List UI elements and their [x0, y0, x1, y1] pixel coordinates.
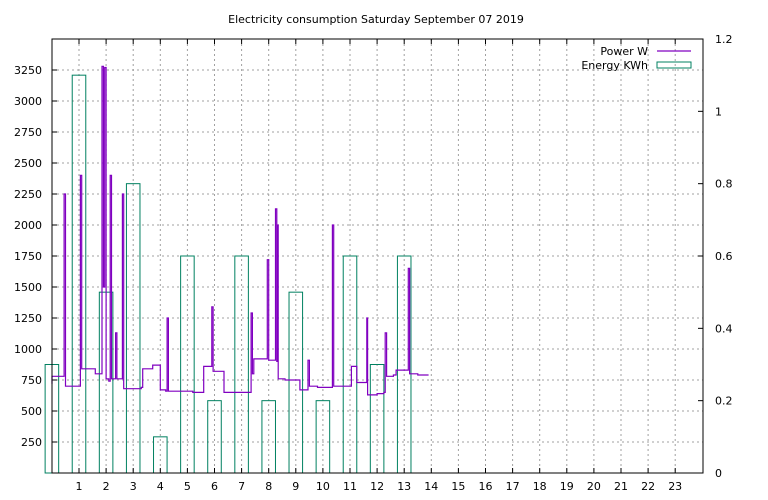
y-tick-label: 500 — [21, 405, 42, 418]
x-tick-label: 7 — [238, 480, 245, 493]
x-tick-label: 2 — [103, 480, 110, 493]
x-tick-label: 19 — [560, 480, 574, 493]
y2-tick-label: 0.2 — [715, 395, 733, 408]
y2-tick-label: 0.8 — [715, 178, 733, 191]
x-tick-label: 12 — [370, 480, 384, 493]
x-tick-label: 16 — [479, 480, 493, 493]
energy-bar — [207, 400, 222, 474]
x-axis: 1 2 3 4 5 6 7 8 9 10 11 12 13 14 15 16 17 18 19 20 21 22 23 — [76, 39, 682, 493]
x-tick-label: 1 — [76, 480, 83, 493]
x-tick-label: 14 — [424, 480, 438, 493]
y2-tick-label: 0.6 — [715, 250, 733, 263]
legend-swatch-energy — [656, 61, 692, 69]
legend-label-energy: Energy KWh — [581, 59, 648, 72]
y-tick-label: 1250 — [14, 312, 42, 325]
x-tick-label: 6 — [211, 480, 218, 493]
energy-bars — [44, 74, 412, 474]
y-tick-label: 250 — [21, 436, 42, 449]
x-tick-label: 23 — [668, 480, 682, 493]
y-tick-label: 3000 — [14, 95, 42, 108]
y2-tick-label: 0.4 — [715, 322, 733, 335]
y-axis-right: 0 0.2 0.4 0.6 0.8 1 1.2 — [698, 33, 733, 480]
chart-title: Electricity consumption Saturday Septemb… — [228, 13, 524, 26]
x-tick-label: 18 — [533, 480, 547, 493]
x-tick-label: 21 — [614, 480, 628, 493]
x-tick-label: 10 — [316, 480, 330, 493]
y-tick-label: 2000 — [14, 219, 42, 232]
y-tick-label: 2500 — [14, 157, 42, 170]
y-tick-label: 750 — [21, 374, 42, 387]
x-tick-label: 11 — [343, 480, 357, 493]
x-tick-label: 5 — [184, 480, 191, 493]
x-tick-label: 13 — [397, 480, 411, 493]
y-tick-label: 2250 — [14, 188, 42, 201]
y-tick-label: 1500 — [14, 281, 42, 294]
x-tick-label: 20 — [587, 480, 601, 493]
y-tick-label: 3250 — [14, 64, 42, 77]
power-series — [51, 65, 429, 396]
y2-tick-label: 1.2 — [715, 33, 733, 46]
energy-bar — [315, 400, 331, 474]
y-tick-label: 1750 — [14, 250, 42, 263]
energy-bar — [261, 400, 276, 474]
x-tick-label: 22 — [641, 480, 655, 493]
y2-tick-label: 0 — [715, 467, 722, 480]
x-tick-label: 9 — [292, 480, 299, 493]
x-tick-label: 17 — [506, 480, 520, 493]
x-tick-label: 15 — [451, 480, 465, 493]
x-tick-label: 4 — [157, 480, 164, 493]
x-tick-label: 3 — [130, 480, 137, 493]
y2-tick-label: 1 — [715, 105, 722, 118]
y-tick-label: 2750 — [14, 126, 42, 139]
y-axis-left: 250 500 750 1000 1250 1500 1750 2000 2250 2500 275… — [14, 64, 57, 449]
x-tick-label: 8 — [265, 480, 272, 493]
grid — [52, 39, 703, 473]
plot-frame — [51, 38, 704, 474]
y-tick-label: 1000 — [14, 343, 42, 356]
legend-label-power: Power W — [600, 45, 648, 58]
power-line — [51, 65, 429, 396]
